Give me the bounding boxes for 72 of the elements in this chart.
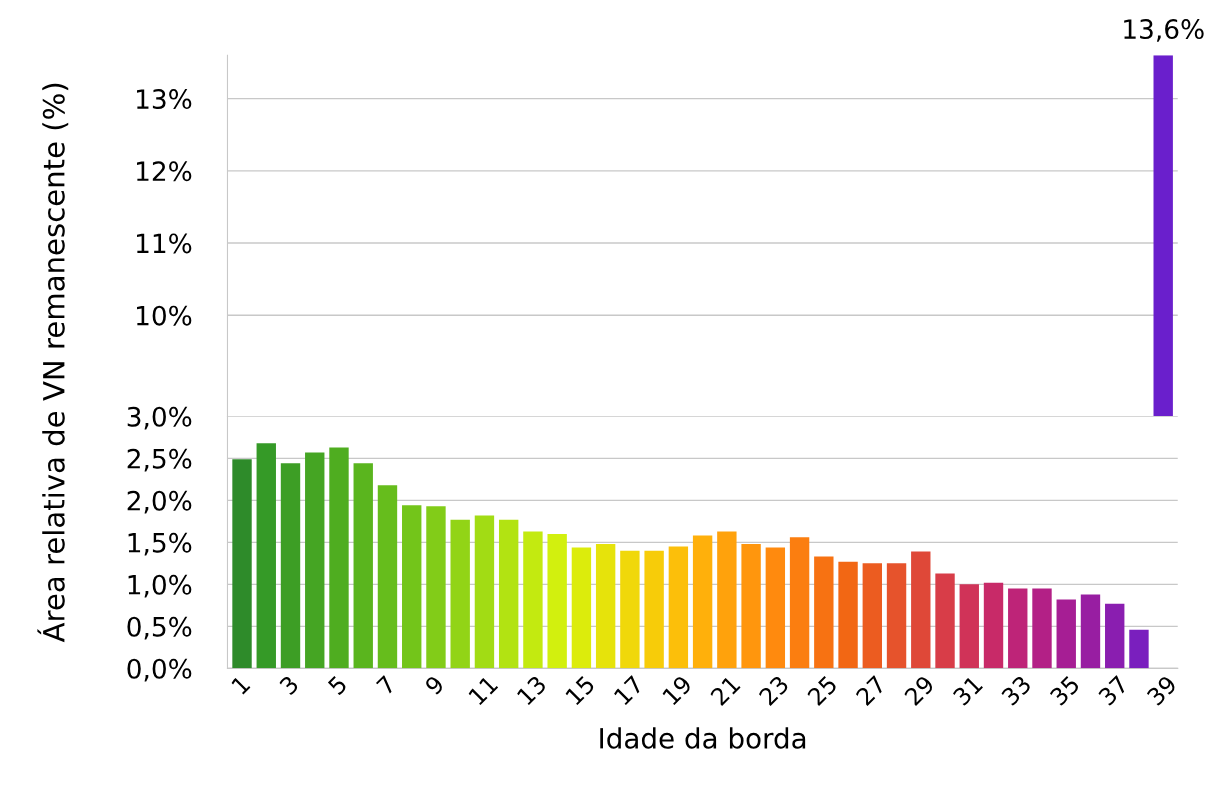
bar	[668, 546, 689, 669]
bar	[256, 443, 276, 669]
bar	[959, 584, 979, 669]
bar	[886, 563, 907, 669]
x-tick-label: 3	[278, 674, 300, 696]
x-tick-label: 33	[1000, 674, 1032, 707]
y-axis-title: Área relativa de VN remanescente (%)	[37, 83, 69, 643]
bar	[644, 550, 664, 669]
y-tick-label: 12%	[137, 161, 192, 182]
bar	[1105, 603, 1125, 669]
x-tick-label: 25	[806, 674, 838, 707]
x-tick-label: 15	[565, 675, 596, 706]
x-tick-label: 9	[423, 674, 445, 696]
bar	[547, 533, 567, 669]
x-tick-label: 13	[516, 674, 548, 706]
x-tick-label: 21	[709, 675, 741, 706]
x-tick-label: 29	[903, 674, 936, 707]
bar	[329, 447, 349, 669]
bar	[523, 531, 543, 669]
y-tick-label: 1,0%	[128, 574, 192, 598]
y-tick-label: 13%	[137, 89, 192, 110]
x-axis-title: Idade da borda	[600, 727, 806, 749]
bar	[814, 556, 834, 669]
x-tick-label: 17	[613, 675, 644, 706]
bar	[717, 531, 737, 669]
x-tick-label: 27	[855, 674, 887, 706]
y-tick-label: 1,5%	[128, 532, 192, 556]
bar	[1080, 594, 1101, 669]
x-tick-label: 35	[1049, 674, 1081, 707]
x-tick-label: 39	[1146, 674, 1178, 707]
x-tick-label: 23	[758, 674, 790, 707]
bar	[1056, 599, 1076, 669]
x-tick-label: 11	[468, 675, 499, 706]
bar	[741, 544, 761, 669]
bar	[620, 550, 640, 669]
bar	[789, 537, 810, 669]
bar	[983, 582, 1004, 669]
bar	[571, 547, 592, 669]
bar	[402, 505, 422, 669]
y-tick-label: 2,5%	[127, 448, 192, 472]
bar	[595, 544, 616, 669]
bar	[305, 452, 325, 669]
y-tick-label: 0,0%	[127, 658, 192, 682]
x-tick-label: 37	[1097, 674, 1129, 707]
data-label: 13,6%	[1124, 19, 1204, 42]
bar	[353, 463, 373, 669]
bar	[280, 463, 301, 669]
bar	[838, 561, 858, 669]
bar	[911, 551, 931, 669]
y-tick-label: 10%	[137, 305, 192, 326]
bar	[232, 459, 252, 669]
bar	[935, 573, 955, 669]
y-tick-label: 2,0%	[127, 490, 192, 514]
y-tick-label: 3,0%	[127, 406, 192, 430]
bar	[498, 519, 519, 669]
x-tick-label: 5	[327, 675, 348, 696]
bar	[450, 519, 470, 669]
bar	[765, 547, 786, 669]
x-tick-label: 7	[375, 675, 396, 696]
x-tick-label: 1	[230, 675, 251, 695]
bar	[1008, 588, 1028, 669]
y-tick-label: 11%	[137, 233, 192, 254]
bar	[474, 515, 495, 669]
bar	[426, 506, 446, 669]
y-tick-label: 0,5%	[127, 616, 192, 640]
x-tick-label: 19	[661, 674, 693, 706]
bar	[377, 485, 398, 669]
x-tick-label: 31	[952, 675, 984, 707]
bar	[1032, 588, 1052, 669]
bar	[692, 535, 713, 669]
bar	[1129, 629, 1149, 669]
bar	[862, 563, 882, 669]
